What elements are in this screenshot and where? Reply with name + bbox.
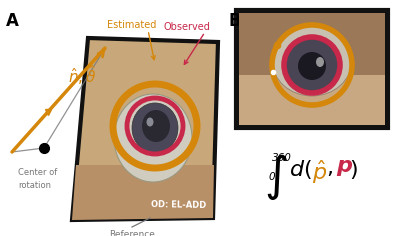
Bar — [239, 13, 385, 75]
Ellipse shape — [298, 52, 326, 80]
Bar — [236, 10, 388, 128]
Text: $\hat{p}$: $\hat{p}$ — [312, 158, 327, 186]
Text: Observed: Observed — [163, 22, 210, 32]
Ellipse shape — [272, 24, 352, 96]
Text: A: A — [6, 12, 19, 30]
Text: $,$: $,$ — [326, 158, 333, 178]
Text: 0: 0 — [268, 172, 275, 182]
Text: B: B — [228, 12, 241, 30]
Polygon shape — [72, 38, 218, 220]
Text: $)$: $)$ — [349, 158, 358, 181]
Ellipse shape — [142, 110, 170, 142]
Text: 360: 360 — [272, 153, 292, 163]
Text: $\hat{n}, \hat{\vartheta}$: $\hat{n}, \hat{\vartheta}$ — [68, 63, 97, 87]
Bar — [239, 75, 385, 125]
Ellipse shape — [316, 57, 324, 67]
Text: $\bfit{p}$: $\bfit{p}$ — [336, 158, 353, 178]
Bar — [239, 13, 385, 125]
Ellipse shape — [132, 103, 178, 153]
Text: $\int$: $\int$ — [264, 152, 288, 202]
Polygon shape — [72, 165, 214, 220]
Text: Estimated: Estimated — [107, 20, 157, 30]
Ellipse shape — [146, 118, 154, 126]
Text: Reference: Reference — [109, 230, 155, 236]
Text: $d($: $d($ — [289, 158, 312, 181]
Text: OD: EL-ADD: OD: EL-ADD — [151, 200, 206, 210]
Text: Center of
rotation: Center of rotation — [18, 168, 57, 190]
Ellipse shape — [286, 39, 338, 91]
Ellipse shape — [114, 94, 192, 182]
